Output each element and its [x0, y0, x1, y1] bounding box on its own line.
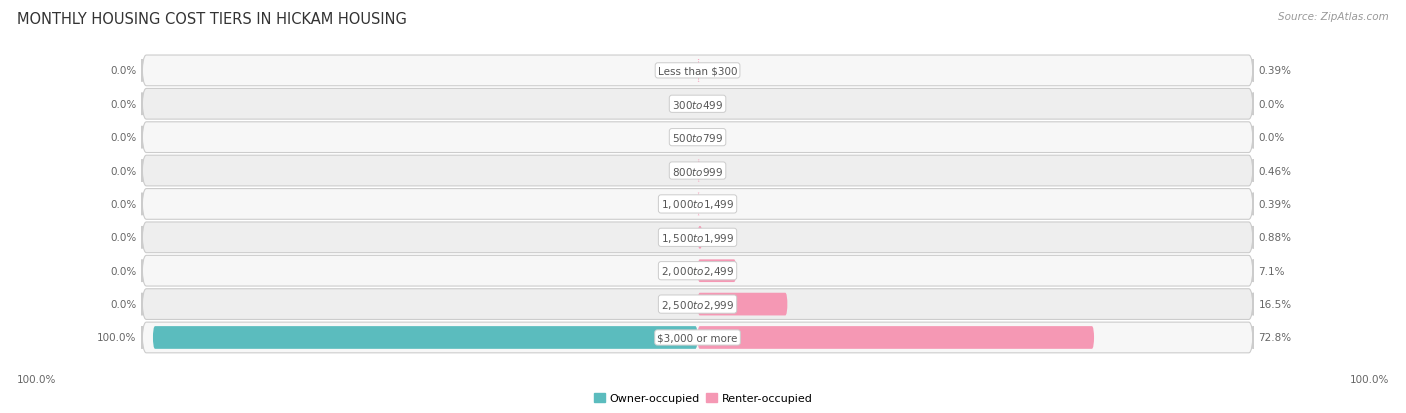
Text: 0.0%: 0.0% [1258, 100, 1285, 109]
FancyBboxPatch shape [142, 289, 1253, 320]
Text: 0.0%: 0.0% [1258, 133, 1285, 143]
Legend: Owner-occupied, Renter-occupied: Owner-occupied, Renter-occupied [589, 388, 817, 408]
Text: $800 to $999: $800 to $999 [672, 165, 723, 177]
FancyBboxPatch shape [142, 89, 1253, 120]
FancyBboxPatch shape [697, 193, 700, 216]
Text: Source: ZipAtlas.com: Source: ZipAtlas.com [1278, 12, 1389, 22]
Text: 0.0%: 0.0% [110, 100, 136, 109]
FancyBboxPatch shape [697, 160, 700, 183]
Text: Less than $300: Less than $300 [658, 66, 737, 76]
Text: $3,000 or more: $3,000 or more [658, 333, 738, 343]
Text: $300 to $499: $300 to $499 [672, 99, 723, 111]
FancyBboxPatch shape [153, 326, 697, 349]
Text: $2,500 to $2,999: $2,500 to $2,999 [661, 298, 734, 311]
FancyBboxPatch shape [697, 326, 1094, 349]
Text: 0.0%: 0.0% [110, 299, 136, 309]
FancyBboxPatch shape [142, 322, 1253, 353]
Text: 0.0%: 0.0% [110, 166, 136, 176]
Text: 7.1%: 7.1% [1258, 266, 1285, 276]
FancyBboxPatch shape [142, 56, 1253, 87]
Text: 100.0%: 100.0% [17, 374, 56, 384]
Text: 0.0%: 0.0% [110, 66, 136, 76]
FancyBboxPatch shape [142, 156, 1253, 186]
Text: MONTHLY HOUSING COST TIERS IN HICKAM HOUSING: MONTHLY HOUSING COST TIERS IN HICKAM HOU… [17, 12, 406, 27]
Text: $1,000 to $1,499: $1,000 to $1,499 [661, 198, 734, 211]
Text: 0.88%: 0.88% [1258, 233, 1292, 243]
Text: 72.8%: 72.8% [1258, 333, 1292, 343]
FancyBboxPatch shape [697, 60, 700, 83]
Text: $500 to $799: $500 to $799 [672, 132, 723, 144]
FancyBboxPatch shape [142, 223, 1253, 253]
Text: 0.0%: 0.0% [110, 133, 136, 143]
FancyBboxPatch shape [697, 293, 787, 316]
FancyBboxPatch shape [142, 123, 1253, 153]
Text: 0.0%: 0.0% [110, 266, 136, 276]
FancyBboxPatch shape [142, 189, 1253, 220]
Text: 100.0%: 100.0% [1350, 374, 1389, 384]
Text: $1,500 to $1,999: $1,500 to $1,999 [661, 231, 734, 244]
Text: 100.0%: 100.0% [97, 333, 136, 343]
Text: 0.39%: 0.39% [1258, 66, 1292, 76]
FancyBboxPatch shape [142, 256, 1253, 286]
FancyBboxPatch shape [697, 226, 703, 249]
Text: 0.0%: 0.0% [110, 199, 136, 209]
Text: 16.5%: 16.5% [1258, 299, 1292, 309]
Text: 0.46%: 0.46% [1258, 166, 1292, 176]
Text: 0.0%: 0.0% [110, 233, 136, 243]
Text: 0.39%: 0.39% [1258, 199, 1292, 209]
FancyBboxPatch shape [697, 260, 737, 282]
Text: $2,000 to $2,499: $2,000 to $2,499 [661, 265, 734, 278]
